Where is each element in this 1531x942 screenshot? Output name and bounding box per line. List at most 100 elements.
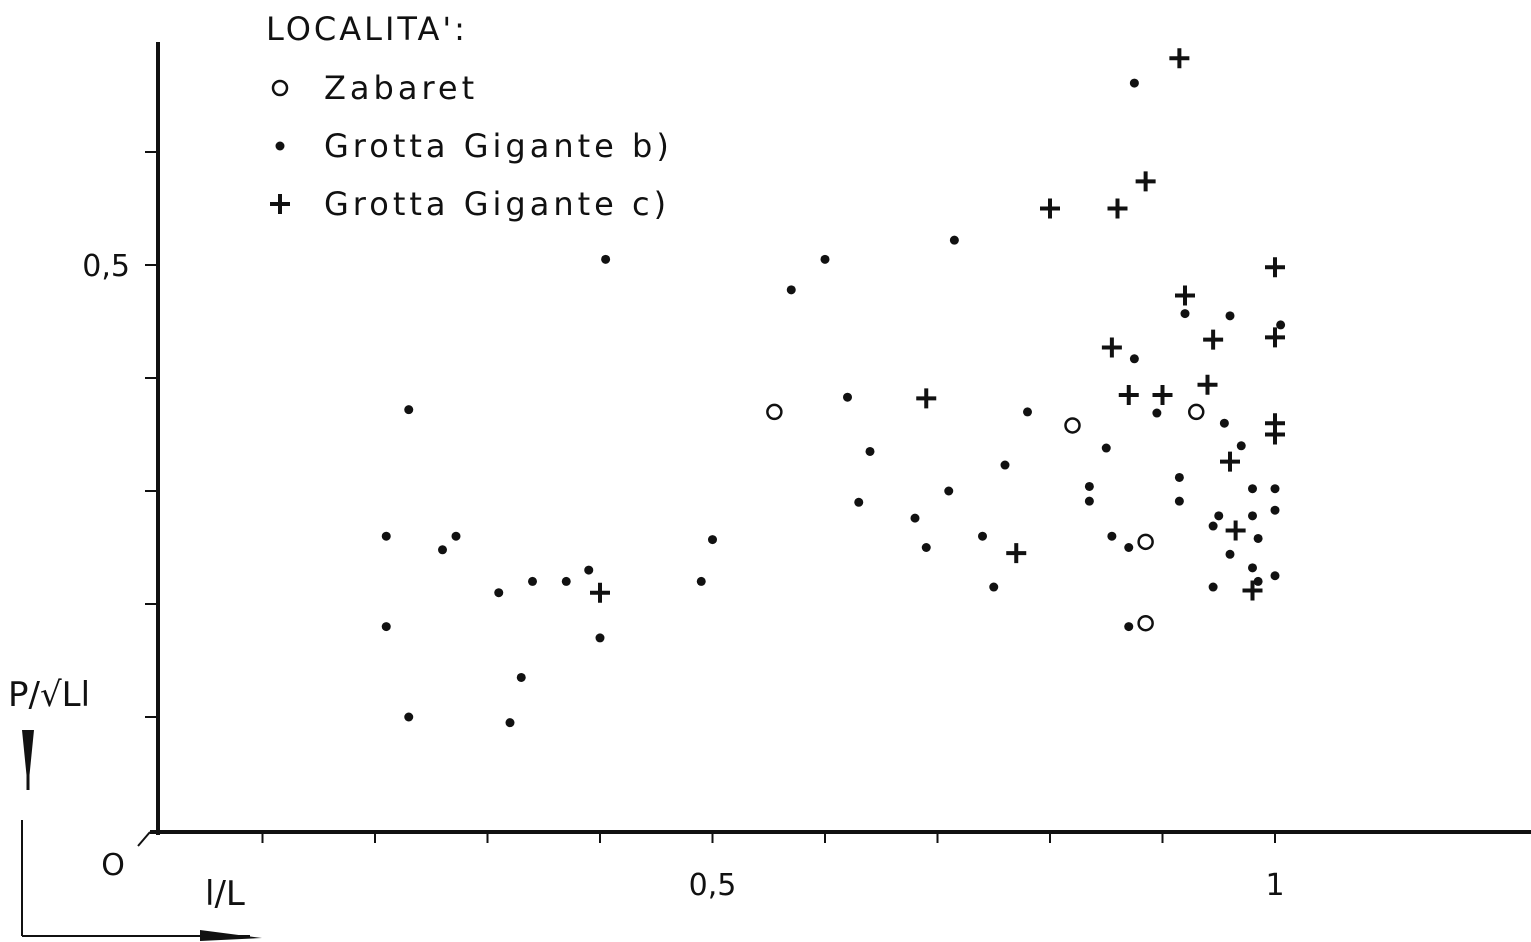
dot-marker (1107, 531, 1117, 541)
dot-marker (1152, 408, 1162, 418)
dot-marker (404, 712, 414, 722)
dot-marker (854, 497, 864, 507)
dot-marker (1214, 511, 1224, 521)
dot-marker (1270, 571, 1280, 581)
plus-marker (1152, 384, 1173, 405)
markers (381, 48, 1286, 728)
plus-marker (1265, 327, 1285, 348)
dot-marker (1253, 576, 1263, 586)
dot-marker (989, 582, 999, 592)
dot-marker (1208, 521, 1218, 531)
dot-marker (1084, 496, 1094, 506)
tick-labels: 0,5 1 0,5 O (82, 249, 1284, 903)
dot-marker (865, 446, 875, 456)
plus-marker (1118, 384, 1139, 405)
dot-marker (820, 254, 830, 264)
dot-marker (1129, 78, 1139, 88)
plus-marker (1265, 257, 1285, 278)
origin-label: O (101, 848, 125, 883)
plus-marker (1040, 198, 1060, 219)
dot-marker (1101, 443, 1111, 453)
dot-marker (528, 576, 537, 586)
dot-marker (786, 285, 796, 295)
plus-marker (1225, 520, 1246, 541)
dot-marker (1219, 418, 1229, 428)
legend-title: LOCALITA': (266, 10, 468, 48)
y-tick-label: 0,5 (82, 249, 130, 284)
plus-marker (1006, 543, 1027, 564)
plus-marker (916, 388, 937, 409)
axes (137, 42, 1531, 847)
dot-marker (494, 588, 504, 598)
legend-marker (270, 194, 290, 214)
dot-marker (1208, 582, 1218, 592)
dot-marker (1225, 311, 1235, 321)
dot-marker (696, 576, 706, 586)
x-axis-arrow-icon (200, 930, 262, 941)
dot-marker (843, 392, 852, 402)
dot-marker (1124, 543, 1134, 552)
dot-marker (1248, 484, 1257, 494)
dot-marker (1225, 549, 1235, 559)
plus-marker (1135, 171, 1156, 192)
axis-labels: P/√Ll l/L (8, 675, 262, 941)
legend-entry-label: Grotta Gigante c) (324, 185, 670, 223)
dot-marker (451, 531, 461, 541)
plus-marker (1169, 48, 1190, 69)
dot-marker (944, 486, 954, 496)
legend-entry-label: Zabaret (324, 69, 478, 107)
ticks (145, 151, 1276, 843)
dot-marker (505, 718, 515, 728)
dot-marker (1174, 472, 1184, 482)
x-tick-label: 0,5 (689, 868, 737, 903)
dot-marker (1023, 407, 1032, 417)
dot-marker (404, 405, 414, 415)
x-tick-label: 1 (1265, 868, 1284, 903)
dot-marker (1084, 481, 1094, 491)
dot-marker (516, 672, 526, 682)
dot-marker (910, 513, 920, 523)
dot-marker (1000, 460, 1010, 470)
dot-marker (595, 633, 605, 643)
circle-marker (1188, 403, 1205, 421)
dot-marker (381, 531, 391, 541)
x-axis-label: l/L (205, 874, 245, 914)
circle-marker (1064, 417, 1081, 434)
origin-stroke (137, 831, 151, 847)
dot-marker (1270, 484, 1280, 494)
y-axis-label: P/√Ll (8, 675, 90, 715)
plus-marker (1242, 580, 1263, 601)
dot-marker (381, 622, 391, 632)
dot-marker (1270, 505, 1280, 515)
legend-marker (271, 79, 289, 97)
dot-marker (1236, 441, 1246, 451)
dot-marker (921, 543, 931, 552)
dot-marker (1129, 354, 1139, 364)
dot-marker (1248, 511, 1257, 521)
dot-marker (1248, 563, 1257, 573)
circle-marker (766, 403, 783, 421)
circle-marker (1137, 533, 1154, 551)
plus-marker (1101, 337, 1122, 358)
legend: LOCALITA': Zabaret Grotta Gigante b) Grotta… (266, 10, 673, 223)
dot-marker (1174, 496, 1184, 506)
plus-marker (1197, 374, 1218, 395)
legend-marker (275, 141, 285, 151)
dot-marker (584, 565, 594, 575)
circle-marker (1137, 614, 1154, 632)
plus-marker (1265, 424, 1285, 445)
dot-marker (708, 535, 717, 545)
dot-marker (438, 545, 447, 555)
dot-marker (601, 254, 611, 264)
dot-marker (1253, 533, 1263, 543)
plus-marker (1220, 451, 1240, 472)
plus-marker (1175, 285, 1195, 306)
dot-marker (1276, 320, 1286, 330)
dot-marker (949, 235, 959, 245)
dot-marker (978, 531, 987, 541)
plus-marker (1203, 329, 1224, 350)
dot-marker (1180, 309, 1190, 319)
legend-entry-label: Grotta Gigante b) (324, 127, 673, 165)
dot-marker (1124, 622, 1134, 632)
